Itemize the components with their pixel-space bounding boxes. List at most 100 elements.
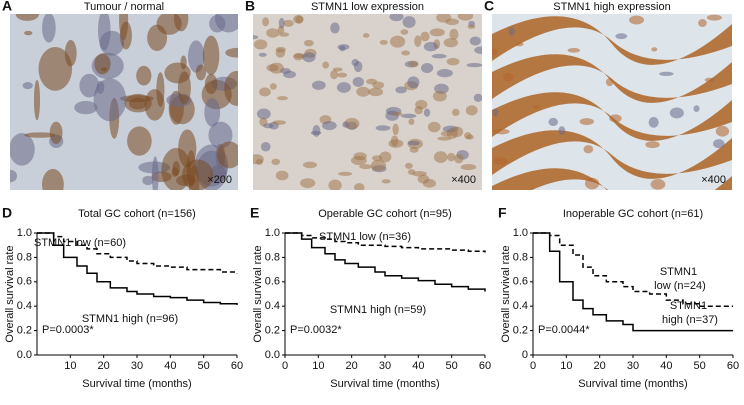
cell [195, 64, 207, 81]
cell [515, 41, 524, 47]
cell [548, 117, 558, 127]
cell [253, 154, 264, 165]
x-tick-label: 30 [379, 360, 391, 372]
cell [615, 33, 628, 40]
cell [275, 170, 289, 181]
survival-curve [533, 232, 733, 332]
micrograph-texture [253, 14, 482, 190]
p-value: P=0.0032* [290, 324, 342, 336]
cell [446, 57, 460, 66]
cell [669, 107, 684, 119]
cell [174, 14, 189, 32]
x-tick-label: 10 [312, 360, 324, 372]
survival-curve [533, 232, 733, 307]
panel-title: STMN1 high expression [553, 1, 670, 13]
cell [698, 19, 707, 28]
cell [204, 74, 218, 95]
cell [567, 47, 581, 53]
y-tick-label: 1.0 [513, 227, 528, 239]
cell [409, 146, 419, 153]
cell [392, 123, 399, 136]
x-tick-label: 10 [560, 360, 572, 372]
magnification: ×400 [701, 174, 726, 186]
cell [645, 141, 660, 149]
cell [648, 116, 659, 128]
curve-label-line: low (n=24) [654, 280, 706, 292]
cell [372, 81, 385, 89]
cell [272, 120, 286, 125]
cell [465, 105, 478, 116]
cell [328, 179, 342, 190]
cell [713, 139, 725, 149]
cell [224, 70, 238, 106]
cell [408, 60, 419, 68]
x-tick-label: 20 [346, 360, 358, 372]
cell [650, 179, 666, 190]
panel-letter: D [2, 205, 12, 221]
cell [42, 14, 56, 43]
survival-curve [37, 232, 238, 274]
cell [375, 125, 391, 131]
cell [336, 82, 351, 93]
cell [629, 15, 644, 25]
micrograph-texture [492, 14, 732, 190]
cell [79, 73, 100, 98]
cell [502, 72, 514, 82]
cell [10, 169, 18, 183]
cell [342, 121, 349, 128]
chart-title: Inoperable GC cohort (n=61) [563, 208, 703, 220]
cell [277, 25, 285, 34]
panel-letter: C [484, 0, 494, 14]
p-value: P=0.0003* [42, 324, 94, 336]
cell [417, 174, 430, 184]
y-tick-label: 0.4 [17, 300, 32, 312]
x-tick-label: 0 [530, 360, 536, 372]
cell [356, 86, 371, 97]
cell [93, 78, 127, 122]
y-tick-label: 0 [522, 349, 528, 361]
cell [304, 39, 314, 47]
curve-label: STMN1 high (n=96) [82, 313, 178, 325]
cell [260, 141, 271, 152]
curve-label: STMN1 low (n=36) [319, 231, 411, 243]
curve-label: STMN1 high (n=59) [330, 304, 426, 316]
cell [379, 39, 388, 45]
cell [579, 118, 594, 125]
y-tick-label: 0.6 [513, 276, 528, 288]
cell [24, 30, 33, 36]
cell [10, 133, 35, 166]
cell [381, 179, 391, 184]
x-tick-label: 60 [727, 360, 739, 372]
y-tick-label: 0.8 [265, 251, 280, 263]
cell [390, 135, 399, 147]
panel-letter: E [250, 205, 259, 221]
panel-letter: F [498, 205, 507, 221]
curve-label-line: high (n=37) [662, 314, 718, 326]
cell [330, 22, 340, 34]
y-tick-label: 0.4 [513, 300, 528, 312]
cell [420, 63, 434, 74]
x-tick-label: 60 [479, 360, 491, 372]
cell [202, 35, 220, 76]
cell [492, 48, 498, 56]
cell [558, 126, 566, 135]
x-tick-label: 50 [694, 360, 706, 372]
cell [262, 17, 270, 27]
cell [22, 82, 33, 90]
cell [362, 33, 370, 38]
cell [466, 62, 482, 68]
curve-label: STMN1 high (n=37) [662, 300, 718, 326]
cell [164, 62, 191, 84]
cell [266, 28, 280, 38]
cell [493, 157, 509, 165]
x-axis-label: Survival time (months) [578, 378, 687, 390]
cell [311, 80, 326, 91]
cell [283, 19, 294, 27]
cell [276, 96, 289, 101]
panel-title: STMN1 low expression [311, 1, 424, 13]
tissue-band [492, 16, 732, 65]
survival-curve [285, 232, 486, 253]
cell [432, 90, 447, 102]
micrograph-texture [10, 14, 238, 190]
cell [431, 53, 447, 59]
